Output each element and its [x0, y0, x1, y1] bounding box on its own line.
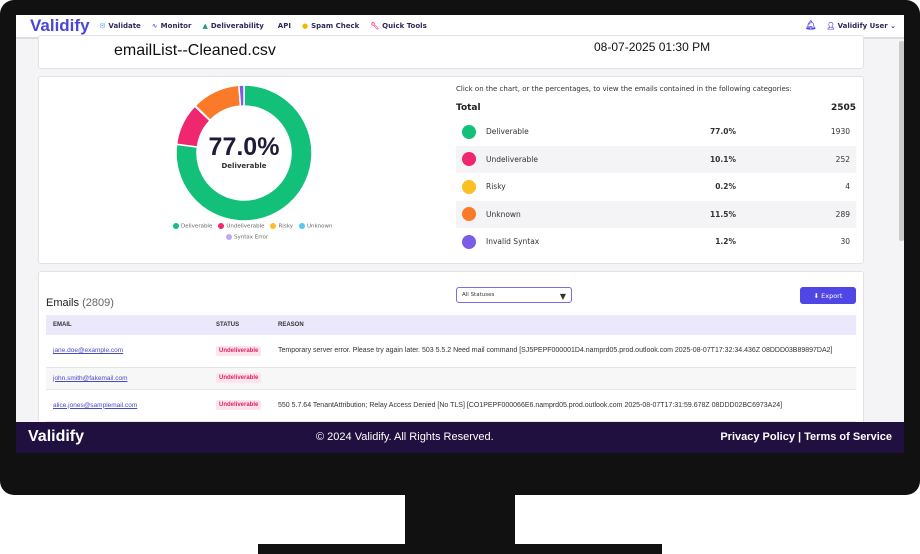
legend-item[interactable]: Undeliverable	[218, 223, 264, 230]
legend-item[interactable]: Deliverable	[173, 223, 212, 230]
category-row[interactable]: Deliverable 77.0% 1930	[456, 118, 856, 145]
file-header-card	[38, 35, 864, 69]
summary-hint: Click on the chart, or the percentages, …	[456, 85, 792, 93]
nav-item-validate[interactable]: ✉ Validate	[99, 22, 141, 30]
column-header-status[interactable]: STATUS	[209, 315, 271, 335]
emails-table: EMAIL STATUS REASON jane.doe@example.com…	[46, 315, 856, 422]
filter-icon: ▼	[559, 292, 566, 301]
legend-dot	[226, 234, 232, 240]
table-row: jane.doe@example.com Undeliverable Tempora…	[46, 335, 856, 368]
legend-dot	[270, 223, 277, 229]
category-row[interactable]: Risky 0.2% 4	[456, 173, 856, 200]
copyright: © 2024 Validify. All Rights Reserved.	[316, 431, 494, 443]
reason-cell: 550 5.7.64 TenantAttribution; Relay Acce…	[271, 389, 856, 422]
spam-icon: ●	[301, 22, 309, 30]
legend-item[interactable]: Syntax Error	[226, 234, 268, 241]
email-link[interactable]: jane.doe@example.com	[53, 347, 124, 355]
nav-item-quick-tools[interactable]: 🔧︎ Quick Tools	[370, 22, 427, 30]
nav-item-api[interactable]: API	[277, 22, 291, 30]
column-header-reason[interactable]: REASON	[271, 315, 856, 335]
donut-center-value: 77.0%	[208, 133, 280, 161]
legend-dot	[218, 223, 225, 229]
chevron-down-icon: ⌄	[890, 22, 896, 30]
nav-item-deliverability[interactable]: ▲ Deliverability	[202, 22, 264, 30]
donut-center-label: Deliverable	[221, 162, 267, 170]
wrench-icon: 🔧︎	[370, 22, 380, 30]
category-row[interactable]: Invalid Syntax 1.2% 30	[456, 228, 856, 255]
legend-dot	[298, 223, 305, 229]
status-badge: Undeliverable	[216, 345, 262, 356]
column-header-email[interactable]: EMAIL	[46, 315, 209, 335]
status-badge: Undeliverable	[216, 400, 262, 410]
pulse-icon: ∿	[151, 22, 158, 30]
export-button[interactable]: ⬇ Export	[800, 287, 856, 304]
donut-slice-invalid-syntax[interactable]	[238, 84, 245, 107]
status-filter-select[interactable]: All Statuses ▼	[456, 287, 572, 303]
category-row[interactable]: Undeliverable 10.1% 252	[456, 145, 856, 173]
nav-item-monitor[interactable]: ∿ Monitor	[151, 22, 192, 30]
logo[interactable]: Validify	[30, 16, 90, 35]
legend-item[interactable]: Risky	[270, 223, 293, 230]
terms-link[interactable]: Terms of Service	[804, 431, 892, 443]
category-color-dot	[462, 179, 476, 194]
reason-cell	[271, 367, 856, 390]
privacy-policy-link[interactable]: Privacy Policy	[720, 431, 795, 443]
category-color-dot	[462, 234, 476, 249]
monitor-stand-base	[258, 544, 662, 554]
email-link[interactable]: alice.jones@samplemail.com	[53, 401, 138, 409]
user-icon: 👤︎	[826, 22, 836, 30]
category-color-dot	[462, 152, 476, 166]
category-row[interactable]: Unknown 11.5% 289	[456, 200, 856, 228]
scrollbar[interactable]	[899, 41, 904, 241]
legend-item[interactable]: Unknown	[298, 223, 333, 230]
legend-dot	[173, 223, 179, 229]
nav-item-spam-check[interactable]: ● Spam Check	[301, 22, 360, 30]
table-row: john.smith@fakemail.com Undeliverable	[46, 367, 856, 390]
emails-title: Emails (2809)	[46, 297, 114, 309]
email-link[interactable]: john.smith@fakemail.com	[53, 374, 128, 382]
donut-chart[interactable]	[171, 80, 317, 226]
monitor-stand-neck	[405, 494, 515, 546]
bell-icon[interactable]: 🔔︎	[804, 21, 817, 31]
chart-icon: ▲	[202, 22, 208, 30]
reason-cell: Temporary server error. Please try again…	[271, 335, 856, 368]
donut-slice-deliverable[interactable]	[175, 84, 313, 222]
envelope-icon: ✉	[99, 22, 106, 30]
footer-logo: Validify	[28, 428, 85, 445]
table-row: alice.jones@samplemail.com Undeliverable 5…	[46, 389, 856, 422]
download-icon: ⬇	[813, 291, 822, 300]
footer: Validify © 2024 Validify. All Rights Res…	[16, 422, 904, 453]
category-color-dot	[462, 207, 476, 221]
user-menu[interactable]: 👤︎ Validify User ⌄	[826, 22, 896, 30]
total-row: Total 2505	[456, 103, 856, 113]
file-date: 08-07-2025 01:30 PM	[594, 40, 711, 54]
category-color-dot	[462, 124, 476, 139]
status-badge: Undeliverable	[216, 373, 262, 383]
screen: Validify ✉ Validate ∿ Monitor ▲ Deliverabilit…	[16, 15, 904, 453]
file-name: emailList--Cleaned.csv	[114, 42, 276, 59]
